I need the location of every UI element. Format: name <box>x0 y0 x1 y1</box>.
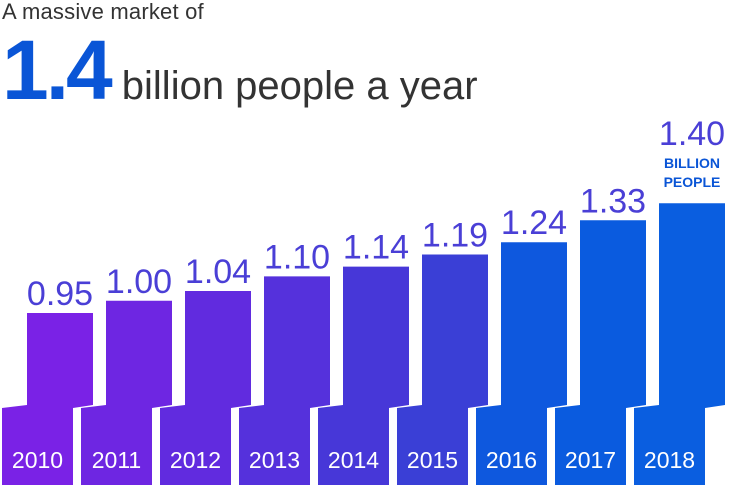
value-label-2018: 1.40 <box>659 115 725 153</box>
headline-value: 1.4 <box>2 23 113 117</box>
bar-2011 <box>81 300 172 485</box>
year-label-2014: 2014 <box>328 447 379 473</box>
annotation-line-1: BILLION <box>664 155 720 171</box>
annotation-line-2: PEOPLE <box>664 174 721 190</box>
bar-2017 <box>555 220 646 485</box>
bar-2016 <box>476 242 567 485</box>
intro-text: A massive market of <box>2 0 204 24</box>
bar-2010 <box>2 313 93 485</box>
bar-2014 <box>318 266 409 485</box>
year-label-2016: 2016 <box>486 447 537 473</box>
year-label-2015: 2015 <box>407 447 458 473</box>
bar-2015 <box>397 254 488 485</box>
value-label-2011: 1.00 <box>106 263 172 301</box>
year-label-2013: 2013 <box>249 447 300 473</box>
value-label-2016: 1.24 <box>501 204 567 242</box>
value-label-2017: 1.33 <box>580 182 646 220</box>
headline-text: billion people a year <box>121 64 478 108</box>
year-label-2011: 2011 <box>92 447 141 473</box>
year-label-2017: 2017 <box>565 447 616 473</box>
bar-2018 <box>634 203 725 485</box>
year-label-2010: 2010 <box>12 447 63 473</box>
value-label-2012: 1.04 <box>185 253 251 291</box>
headline: 1.4 billion people a year <box>2 28 478 128</box>
year-label-2012: 2012 <box>170 447 221 473</box>
bar-2012 <box>160 291 251 485</box>
year-label-2018: 2018 <box>644 447 695 473</box>
value-label-2013: 1.10 <box>264 238 330 276</box>
bar-2013 <box>239 276 330 485</box>
value-label-2014: 1.14 <box>343 229 409 267</box>
value-label-2015: 1.19 <box>422 216 488 254</box>
value-label-2010: 0.95 <box>27 275 93 313</box>
